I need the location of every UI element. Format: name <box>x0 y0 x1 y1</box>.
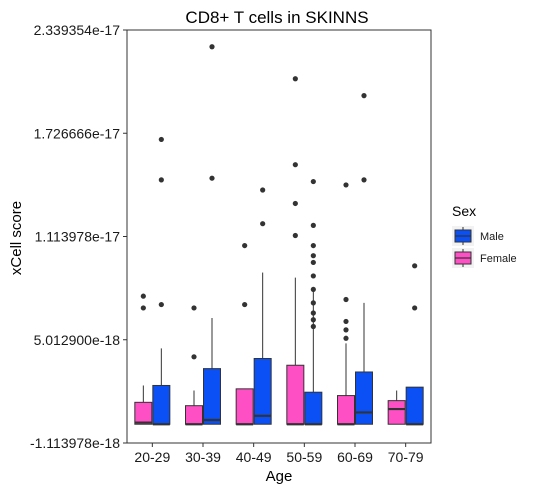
legend: Sex Male Female <box>452 203 517 268</box>
outlier-point <box>343 296 349 303</box>
box-body <box>304 391 323 425</box>
box-female-30-39 <box>185 305 203 426</box>
box-body <box>286 364 305 425</box>
outlier-point <box>412 263 418 269</box>
box-male-40-49 <box>253 187 272 425</box>
y-tick-label: 1.113978e-17 <box>35 229 121 245</box>
outlier-point <box>292 162 298 168</box>
legend-item-male: Male <box>452 226 504 246</box>
chart-title: CD8+ T cells in SKINNS <box>185 8 368 27</box>
outlier-point <box>260 221 266 227</box>
legend-item-female: Female <box>452 248 517 268</box>
outlier-point <box>292 200 298 207</box>
outlier-point <box>310 317 316 323</box>
box-female-70-79 <box>387 390 406 425</box>
x-tick-label: 30-39 <box>185 449 221 465</box>
outlier-point <box>292 76 298 82</box>
box-male-60-69 <box>355 93 373 425</box>
x-tick-label: 20-29 <box>134 449 170 465</box>
outlier-point <box>310 242 316 249</box>
x-tick-label: 40-49 <box>236 449 272 465</box>
outlier-point <box>209 44 215 50</box>
y-axis-title: xCell score <box>8 201 25 275</box>
outlier-point <box>361 93 367 99</box>
box-male-30-39 <box>203 44 221 425</box>
outlier-point <box>191 354 197 360</box>
box-body <box>387 400 406 425</box>
y-axis: -1.113978e-18 5.012900e-18 1.113978e-17 1.7… <box>30 22 127 451</box>
box-female-40-49 <box>235 242 254 426</box>
y-tick-label: 2.339354e-17 <box>34 22 121 38</box>
outlier-point <box>260 187 266 193</box>
legend-title: Sex <box>452 203 476 219</box>
outlier-point <box>310 259 316 266</box>
outlier-point <box>310 222 316 228</box>
legend-label: Male <box>480 231 504 243</box>
box-body <box>152 384 171 425</box>
outlier-point <box>158 301 164 308</box>
box-female-20-29 <box>134 293 153 425</box>
y-tick-label: -1.113978e-18 <box>30 435 120 451</box>
y-tick-label: 5.012900e-18 <box>34 332 121 348</box>
outlier-point <box>242 242 248 249</box>
box-body <box>337 395 355 425</box>
x-tick-label: 60-69 <box>337 449 373 465</box>
x-axis-title: Age <box>266 468 293 485</box>
outlier-point <box>310 323 316 330</box>
plot-panel <box>126 29 432 444</box>
box-body <box>253 358 272 425</box>
box-female-50-59 <box>286 76 305 426</box>
x-tick-label: 50-59 <box>286 449 322 465</box>
outlier-point <box>140 293 146 299</box>
outlier-point <box>158 177 164 183</box>
outlier-point <box>158 136 164 143</box>
outlier-point <box>242 301 248 308</box>
legend-label: Female <box>480 253 517 265</box>
outlier-point <box>412 305 418 311</box>
box-body <box>235 388 254 425</box>
box-male-20-29 <box>152 136 171 426</box>
box-female-60-69 <box>337 182 355 426</box>
plot-border <box>126 29 432 444</box>
box-body <box>185 405 203 425</box>
outlier-point <box>191 305 197 311</box>
outlier-point <box>343 335 349 341</box>
box-body <box>203 368 221 425</box>
box-body <box>134 401 153 425</box>
outlier-point <box>140 305 146 311</box>
outlier-point <box>209 175 215 181</box>
outlier-point <box>343 318 349 325</box>
outlier-point <box>361 177 367 183</box>
outlier-point <box>343 182 349 188</box>
outlier-point <box>310 253 316 259</box>
outlier-point <box>292 232 298 239</box>
outlier-point <box>310 310 316 316</box>
outlier-point <box>310 273 316 279</box>
x-axis: 20-29 30-39 40-49 50-59 60-69 70-79 <box>134 443 424 465</box>
outlier-point <box>310 300 316 306</box>
outlier-point <box>310 286 316 293</box>
y-tick-label: 1.726666e-17 <box>34 125 121 141</box>
box-male-70-79 <box>405 263 424 426</box>
outlier-point <box>343 327 349 333</box>
box-body <box>405 386 424 425</box>
box-male-50-59 <box>304 178 323 426</box>
box-body <box>355 371 373 425</box>
outlier-point <box>310 178 316 185</box>
x-tick-label: 70-79 <box>388 449 424 465</box>
